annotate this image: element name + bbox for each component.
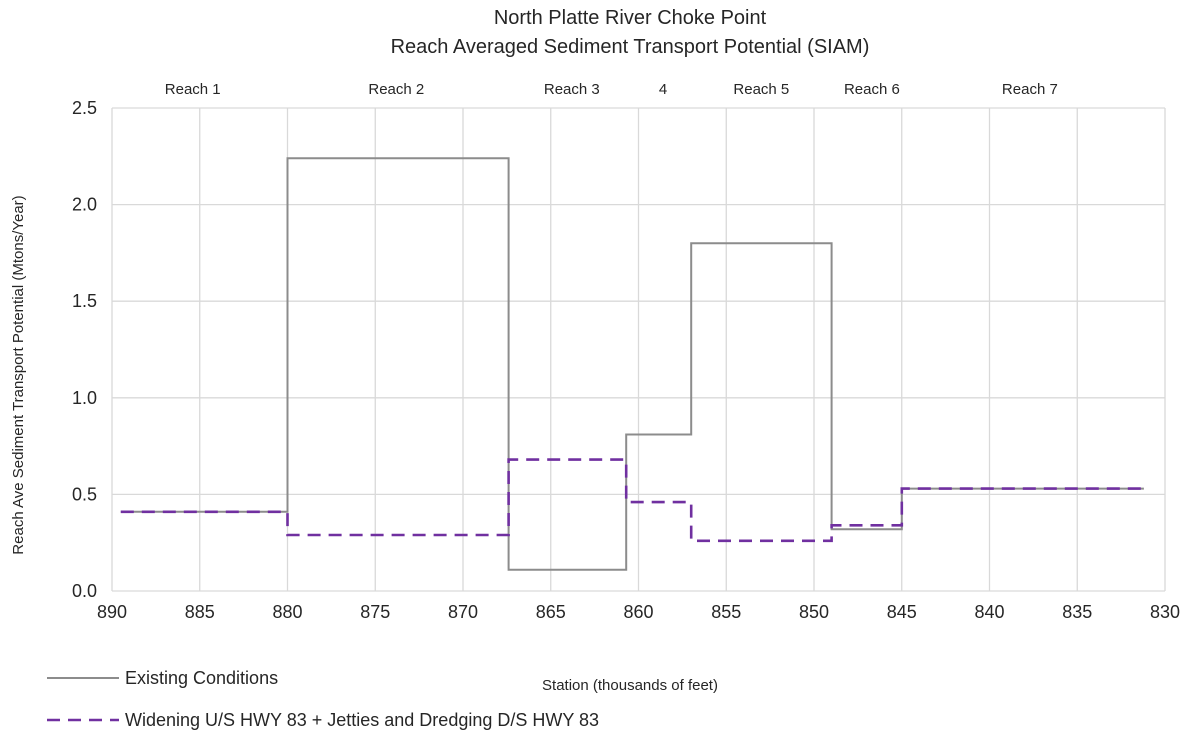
chart-title: North Platte River Choke Point bbox=[494, 7, 767, 29]
legend-label-widening: Widening U/S HWY 83 + Jetties and Dredgi… bbox=[125, 710, 599, 730]
reach-label: Reach 3 bbox=[544, 81, 600, 98]
reach-label: Reach 7 bbox=[1002, 81, 1058, 98]
series-line-existing bbox=[120, 157, 1144, 571]
x-tick-label: 845 bbox=[887, 602, 917, 622]
y-axis-title: Reach Ave Sediment Transport Potential (… bbox=[10, 195, 27, 554]
x-tick-labels: 890 885 880 875 870 865 860 855 850 845 840 835 830 bbox=[97, 602, 1180, 622]
y-tick-label: 2.0 bbox=[72, 195, 97, 215]
legend-label-existing: Existing Conditions bbox=[125, 668, 278, 688]
y-tick-label: 2.5 bbox=[72, 98, 97, 118]
y-tick-label: 1.5 bbox=[72, 291, 97, 311]
x-tick-label: 885 bbox=[185, 602, 215, 622]
data-series bbox=[120, 157, 1144, 571]
chart-subtitle: Reach Averaged Sediment Transport Potent… bbox=[391, 36, 870, 58]
x-axis-title: Station (thousands of feet) bbox=[542, 677, 718, 694]
series-line-widening bbox=[120, 458, 1144, 543]
y-tick-label: 0.0 bbox=[72, 581, 97, 601]
y-tick-label: 1.0 bbox=[72, 388, 97, 408]
x-tick-label: 850 bbox=[799, 602, 829, 622]
reach-label: Reach 1 bbox=[165, 81, 221, 98]
x-tick-label: 865 bbox=[536, 602, 566, 622]
reach-label: Reach 2 bbox=[368, 81, 424, 98]
grid-lines bbox=[111, 107, 1166, 592]
x-tick-label: 835 bbox=[1062, 602, 1092, 622]
legend: Existing Conditions Widening U/S HWY 83 … bbox=[47, 668, 599, 730]
x-tick-label: 875 bbox=[360, 602, 390, 622]
x-tick-label: 860 bbox=[623, 602, 653, 622]
x-tick-label: 830 bbox=[1150, 602, 1180, 622]
x-tick-label: 870 bbox=[448, 602, 478, 622]
reach-labels: Reach 1 Reach 2 Reach 3 4 Reach 5 Reach 6 Reac… bbox=[165, 81, 1058, 98]
x-tick-label: 890 bbox=[97, 602, 127, 622]
reach-label: Reach 5 bbox=[733, 81, 789, 98]
y-tick-label: 0.5 bbox=[72, 484, 97, 504]
x-tick-label: 855 bbox=[711, 602, 741, 622]
reach-label: 4 bbox=[659, 81, 667, 98]
reach-label: Reach 6 bbox=[844, 81, 900, 98]
x-tick-label: 840 bbox=[974, 602, 1004, 622]
y-tick-labels: 0.0 0.5 1.0 1.5 2.0 2.5 bbox=[72, 98, 97, 601]
x-tick-label: 880 bbox=[272, 602, 302, 622]
